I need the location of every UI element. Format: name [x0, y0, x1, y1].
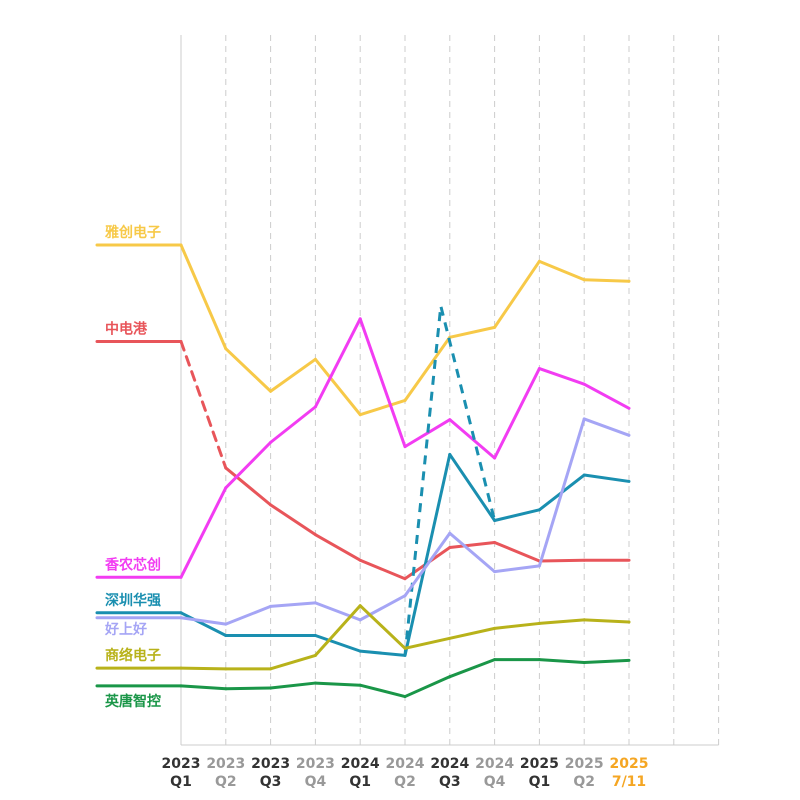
series-segment — [448, 626, 497, 640]
series-segment — [582, 658, 631, 664]
series-segment — [313, 634, 362, 653]
series-lines — [95, 243, 631, 699]
series-segment — [224, 440, 273, 490]
series-segment — [313, 681, 362, 687]
x-tick-sub: Q2 — [394, 774, 416, 790]
x-tick-sub: Q3 — [260, 774, 282, 790]
series-segment — [269, 653, 317, 671]
x-tick-sub: Q2 — [215, 774, 237, 790]
x-axis-ticks: 2023 Q1 2023 Q2 2023 Q3 2023 Q4 2024 Q1 2024 Q2 2024… — [162, 756, 649, 790]
x-tick-year: 2025 — [565, 756, 604, 772]
series-segment — [403, 636, 452, 650]
series-segment — [537, 618, 586, 625]
x-tick-year: 2025 — [520, 756, 559, 772]
series-segment — [448, 452, 497, 522]
series-segment — [537, 558, 586, 563]
series-segment — [493, 367, 541, 460]
x-tick-year: 2024 — [386, 756, 425, 772]
series-segment — [582, 473, 631, 483]
series-segment — [358, 317, 407, 449]
series-segment — [493, 259, 541, 329]
series-segment — [537, 367, 586, 386]
series-segment — [179, 486, 228, 579]
series-segment — [269, 405, 317, 444]
series-segment — [358, 558, 407, 581]
series-segment — [403, 452, 452, 657]
x-tick-sub: Q1 — [529, 774, 551, 790]
series-segment — [493, 540, 541, 563]
x-tick-sub: Q1 — [349, 774, 371, 790]
series-segment — [179, 340, 228, 470]
series-segment — [358, 398, 407, 417]
series-segment — [403, 418, 452, 449]
x-tick-sub: Q4 — [305, 774, 327, 790]
series-segment — [224, 604, 273, 626]
x-tick-sub: Q2 — [573, 774, 595, 790]
series-segment — [537, 658, 586, 664]
series-label: 中电港 — [105, 321, 148, 338]
series-segment — [224, 686, 273, 691]
series-label: 商络电子 — [105, 647, 161, 664]
series-label: 英唐智控 — [104, 693, 161, 710]
series-segment — [493, 508, 541, 522]
series-segment — [313, 533, 362, 562]
series-segment — [269, 681, 317, 690]
series-segment — [358, 604, 407, 650]
x-tick-sub: Q4 — [484, 774, 506, 790]
series-segment — [582, 417, 631, 437]
series-label: 雅创电子 — [105, 224, 161, 241]
series-segment — [448, 658, 497, 679]
x-tick-year: 2024 — [430, 756, 469, 772]
gridlines — [180, 35, 720, 746]
series-segment — [448, 418, 497, 460]
series-segment — [179, 243, 228, 351]
series-segment — [358, 683, 407, 699]
series-segment — [313, 604, 362, 657]
x-tick-sub: Q1 — [170, 774, 192, 790]
series-segment — [493, 564, 541, 574]
x-tick-year: 2024 — [341, 756, 380, 772]
series-segment — [582, 278, 631, 283]
series-label: 好上好 — [104, 621, 147, 638]
series-segment — [224, 466, 273, 507]
series-segment — [403, 675, 452, 699]
series-segment — [358, 649, 407, 657]
series-segment — [582, 382, 631, 410]
x-tick-year: 2023 — [251, 756, 290, 772]
series-segment — [179, 616, 228, 626]
x-tick-year: 2024 — [475, 756, 514, 772]
series-segment — [537, 259, 586, 282]
series-segment — [269, 357, 317, 393]
x-tick-year: 2025 — [610, 756, 649, 772]
series-segment — [179, 611, 228, 637]
series-segment — [358, 594, 407, 622]
x-tick-sub: 7/11 — [612, 774, 646, 790]
series-segment — [224, 347, 273, 393]
series-segment — [448, 325, 497, 339]
series-segment — [582, 618, 631, 624]
series-segment — [179, 666, 228, 671]
series-label: 深圳华强 — [105, 592, 161, 609]
x-tick-year: 2023 — [206, 756, 245, 772]
x-tick-year: 2023 — [296, 756, 335, 772]
series-segment — [313, 601, 362, 622]
series-segment — [448, 531, 497, 574]
series-segment — [403, 335, 452, 402]
series-segment — [448, 540, 497, 549]
series-segment — [313, 317, 362, 409]
x-tick-year: 2023 — [162, 756, 201, 772]
series-segment — [313, 357, 362, 417]
series-dashed-branch — [403, 304, 497, 656]
series-segment — [493, 621, 541, 630]
series-segment — [537, 417, 586, 568]
series-label: 香农芯创 — [104, 556, 161, 573]
series-segment — [269, 601, 317, 608]
series-segment — [179, 684, 228, 691]
x-tick-sub: Q3 — [439, 774, 461, 790]
series-segment — [269, 503, 317, 537]
series-segment — [403, 531, 452, 598]
